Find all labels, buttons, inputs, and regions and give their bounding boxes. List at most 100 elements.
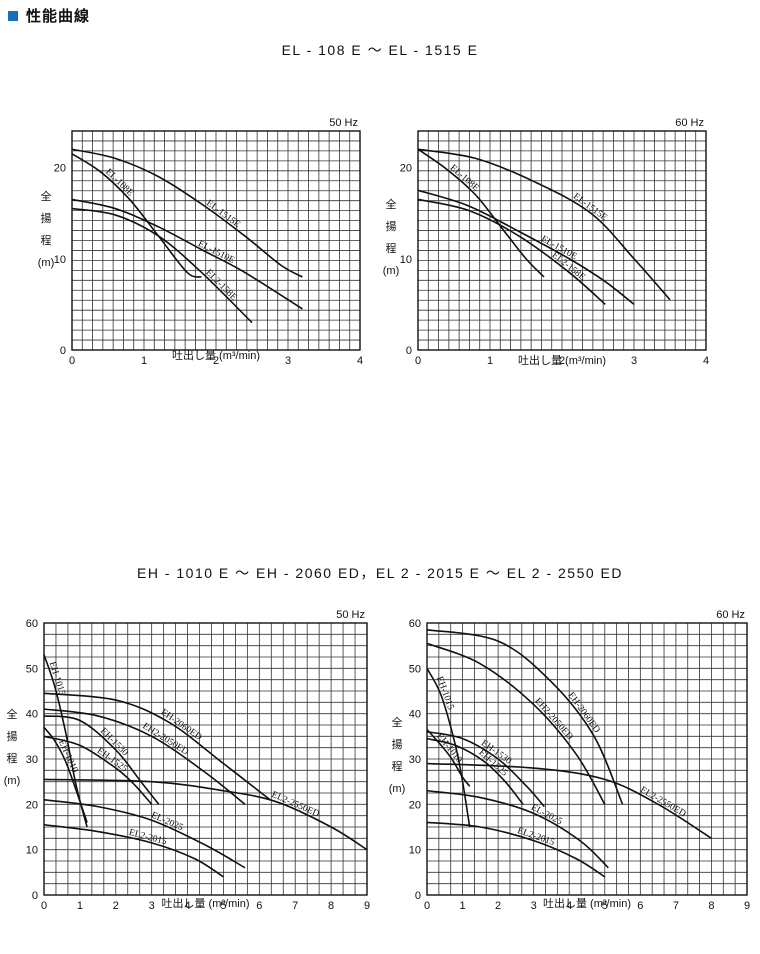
page-title: 性能曲線 [26, 8, 91, 25]
frequency-label: 50 Hz [336, 609, 365, 621]
chart-svg: 0 1 2 3 4 5 6 7 8 9 10 20 30 40 50 60 0 60 Hz 吐出し量 (m³/min… [389, 609, 750, 912]
y-tick-label: 20 [400, 163, 412, 175]
curve-eh2-2050ed [426, 642, 606, 805]
y-tick-label: 20 [26, 799, 38, 811]
y-axis-label: 揚 [41, 212, 52, 225]
x-tick-label: 1 [459, 900, 465, 912]
x-axis-label: 吐出し量 (m³/min) [518, 353, 606, 367]
x-tick-label: 1 [487, 355, 493, 367]
y-tick-label: 40 [26, 709, 38, 721]
y-tick-label: 20 [409, 799, 421, 811]
y-axis-label: 程 [7, 752, 18, 765]
y-axis-label: (m) [38, 257, 55, 269]
y-tick-label: 30 [409, 754, 421, 766]
chart-svg: 0 1 2 3 4 10 20 0 50 Hz 吐出し量 (m³/min) 全揚程 (m) EL-108… [38, 117, 363, 367]
y-axis-label: (m) [4, 775, 21, 787]
curve-eh-1530 [43, 715, 160, 805]
x-axis-label: 吐出し量 (m³/min) [172, 348, 260, 362]
y-tick-label: 40 [409, 709, 421, 721]
curve-label: EL-108E [448, 163, 481, 194]
curve-label: EH2-2050ED [532, 696, 574, 742]
chart-svg: 0 1 2 3 4 10 20 0 60 Hz 吐出し量 (m³/min) 全揚程 (m) EL-108… [383, 117, 709, 367]
curve-el2-2550ed [43, 778, 368, 851]
y-tick-label: 10 [400, 254, 412, 266]
curve-eh-1525 [43, 735, 153, 805]
curve-label: EL2-2015 [128, 828, 168, 848]
curve-eh2-2050ed [43, 708, 246, 805]
curve-el2-2015 [426, 821, 606, 878]
plot-frame [417, 130, 707, 351]
page-header: 性能曲線 [8, 5, 90, 26]
curve-label: EH-1015 [434, 675, 456, 711]
x-tick-label: 9 [364, 900, 370, 912]
curve-el2-2550ed [426, 762, 712, 840]
x-tick-label: 4 [184, 900, 190, 912]
x-tick-label: 4 [566, 900, 572, 912]
y-axis-label: 程 [41, 234, 52, 247]
x-tick-label: 3 [531, 900, 537, 912]
y-axis-label: 程 [392, 760, 403, 773]
chart-el-50hz: 0 1 2 3 4 10 20 0 50 Hz 吐出し量 (m³/min) 全揚程 (m) EL-108… [32, 111, 400, 390]
y-axis-label: 揚 [386, 220, 397, 233]
y-tick-label: 10 [54, 254, 66, 266]
y-axis-label: 全 [41, 189, 52, 203]
y-tick-label: 50 [26, 663, 38, 675]
curve-el-2025 [426, 789, 609, 869]
x-tick-label: 7 [673, 900, 679, 912]
curve-label: EH-2060ED [566, 691, 602, 735]
chart-eh-60hz: 0 1 2 3 4 5 6 7 8 9 10 20 30 40 50 60 0 60 Hz 吐出し量 (m³/min… [387, 603, 760, 935]
x-tick-label: 0 [69, 355, 75, 367]
x-tick-label: 9 [744, 900, 750, 912]
y-tick-label: 20 [54, 163, 66, 175]
x-tick-label: 3 [149, 900, 155, 912]
x-tick-label: 2 [559, 355, 565, 367]
x-tick-label: 5 [220, 900, 226, 912]
x-tick-label: 2 [113, 900, 119, 912]
x-tick-label: 5 [602, 900, 608, 912]
x-tick-label: 0 [415, 355, 421, 367]
y-tick-label: 60 [26, 618, 38, 630]
x-tick-label: 2 [495, 900, 501, 912]
curve-el-1515e [417, 148, 671, 301]
curve-el-108e [417, 148, 545, 278]
curve-eh-2060ed [43, 692, 271, 801]
curve-el-1510e [417, 189, 635, 306]
y-tick-label: 0 [406, 345, 412, 357]
curve-eh-2060ed [426, 629, 624, 805]
group-title-eh: EH - 1010 E ～ EH - 2060 ED，EL 2 - 2015 E… [137, 565, 623, 581]
y-axis-label: 揚 [392, 738, 403, 751]
curve-eh-1530 [426, 731, 545, 808]
y-tick-label: 0 [32, 890, 38, 902]
y-tick-label: 10 [26, 845, 38, 857]
curve-el2-158e [417, 198, 606, 305]
plot-frame [71, 130, 361, 351]
chart-svg: 0 1 2 3 4 5 6 7 8 9 10 20 30 40 50 60 0 50 Hz 吐出し量 (m³/min… [4, 609, 370, 912]
header-square-icon [8, 10, 18, 21]
frequency-label: 60 Hz [716, 609, 745, 621]
y-axis-label: 全 [386, 197, 397, 211]
x-axis-label: 吐出し量 (m³/min) [543, 896, 631, 910]
x-tick-label: 3 [285, 355, 291, 367]
y-tick-label: 0 [415, 890, 421, 902]
y-axis-label: 全 [392, 715, 403, 729]
curve-label: EL2-158E [203, 268, 238, 303]
x-tick-label: 0 [424, 900, 430, 912]
x-tick-label: 7 [292, 900, 298, 912]
frequency-label: 60 Hz [675, 117, 704, 129]
y-tick-label: 30 [26, 754, 38, 766]
frequency-label: 50 Hz [329, 117, 358, 129]
chart-eh-50hz: 0 1 2 3 4 5 6 7 8 9 10 20 30 40 50 60 0 50 Hz 吐出し量 (m³/min… [4, 603, 407, 935]
x-tick-label: 4 [703, 355, 709, 367]
y-axis-label: 揚 [7, 730, 18, 743]
curve-el-1510e [71, 198, 303, 310]
x-tick-label: 0 [41, 900, 47, 912]
curve-label: EL-2025 [149, 811, 184, 834]
x-tick-label: 6 [637, 900, 643, 912]
curve-label: EL-108E [103, 167, 135, 199]
curve-label: EL2-2550ED [638, 785, 687, 819]
y-axis-label: (m) [389, 783, 406, 795]
y-tick-label: 10 [409, 845, 421, 857]
curve-el-1515e [71, 148, 303, 278]
x-tick-label: 8 [708, 900, 714, 912]
x-axis-label: 吐出し量 (m³/min) [162, 896, 250, 910]
